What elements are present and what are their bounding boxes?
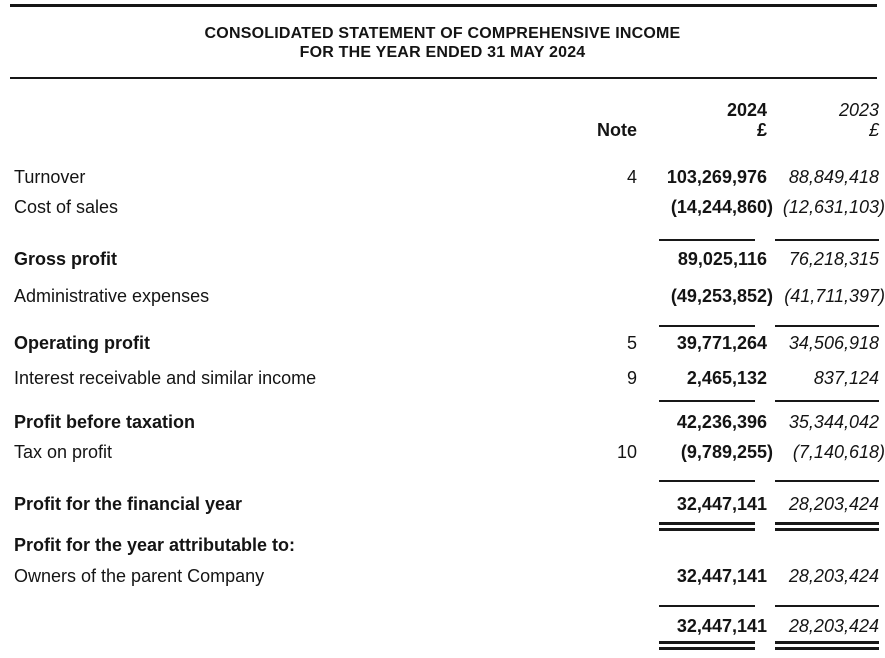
row-value-current: 39,771,264: [676, 333, 767, 353]
row-value-current: 103,269,976: [666, 167, 767, 187]
double-rule-prior: [775, 522, 879, 531]
row-value-prior: (7,140,618): [792, 442, 885, 462]
statement-row: Profit before taxation 42,236,396 35,344…: [0, 411, 885, 433]
statement-row: Owners of the parent Company 32,447,141 …: [0, 565, 885, 587]
row-note: 10: [616, 442, 637, 462]
row-value-prior: 35,344,042: [788, 412, 879, 432]
row-value-prior: 837,124: [813, 368, 879, 388]
row-label: Cost of sales: [14, 197, 119, 217]
row-value-prior: (41,711,397): [784, 286, 885, 306]
row-label: Owners of the parent Company: [14, 566, 265, 586]
column-headers: 2024 2023 Note £ £: [0, 100, 885, 140]
rule-line-prior: [775, 239, 879, 241]
total-rule-row: [0, 400, 885, 402]
row-note: 9: [626, 368, 637, 388]
double-rule-prior: [775, 641, 879, 650]
col-header-note: Note: [597, 120, 637, 140]
row-label: Profit for the financial year: [14, 494, 243, 514]
row-label: Profit for the year attributable to:: [14, 535, 296, 555]
currency-header-row: Note £ £: [0, 120, 885, 140]
rule-line-current: [659, 325, 755, 327]
row-value-current: (14,244,860): [670, 197, 773, 217]
col-header-currency-current: £: [756, 120, 767, 140]
col-header-year-prior: 2023: [838, 100, 879, 120]
row-note: 4: [626, 167, 637, 187]
row-value-prior: 88,849,418: [788, 167, 879, 187]
double-rule-current: [659, 641, 755, 650]
row-value-current: (49,253,852): [670, 286, 773, 306]
col-header-currency-prior: £: [868, 120, 879, 140]
year-header-row: 2024 2023: [0, 100, 885, 120]
statement-row: Interest receivable and similar income 9…: [0, 367, 885, 389]
row-note: 5: [626, 333, 637, 353]
statement-row: Profit for the financial year 32,447,141…: [0, 493, 885, 515]
title-line-2: FOR THE YEAR ENDED 31 MAY 2024: [299, 44, 586, 61]
rule-line-current: [659, 480, 755, 482]
row-label: Administrative expenses: [14, 286, 210, 306]
row-value-current: 2,465,132: [686, 368, 767, 388]
rule-line-prior: [775, 325, 879, 327]
statement-title: CONSOLIDATED STATEMENT OF COMPREHENSIVE …: [0, 24, 885, 62]
row-value-prior: 28,203,424: [788, 566, 879, 586]
double-rule-current: [659, 522, 755, 531]
total-rule-row: [0, 325, 885, 327]
row-label: Gross profit: [14, 249, 118, 269]
row-value-current: 42,236,396: [676, 412, 767, 432]
rule-line-prior: [775, 480, 879, 482]
col-header-year-current: 2024: [726, 100, 767, 120]
top-rule: [10, 4, 877, 7]
row-value-current: 32,447,141: [676, 494, 767, 514]
total-rule-row: [0, 605, 885, 607]
row-value-current: 32,447,141: [676, 566, 767, 586]
row-label: Turnover: [14, 167, 86, 187]
statement-rows: Turnover 4 103,269,976 88,849,418 Cost o…: [0, 166, 885, 650]
row-label: Tax on profit: [14, 442, 113, 462]
statement-row: Profit for the year attributable to:: [0, 534, 885, 556]
row-value-current: (9,789,255): [680, 442, 773, 462]
statement-row: Turnover 4 103,269,976 88,849,418: [0, 166, 885, 188]
double-rule-row: [0, 641, 885, 650]
total-rule-row: [0, 480, 885, 482]
statement-row: 32,447,141 28,203,424: [0, 615, 885, 637]
rule-line-prior: [775, 400, 879, 402]
total-rule-row: [0, 239, 885, 241]
row-value-current: 32,447,141: [676, 616, 767, 636]
statement-row: Gross profit 89,025,116 76,218,315: [0, 248, 885, 270]
rule-line-current: [659, 605, 755, 607]
row-value-prior: 28,203,424: [788, 616, 879, 636]
row-value-prior: 28,203,424: [788, 494, 879, 514]
row-value-prior: 34,506,918: [788, 333, 879, 353]
statement-row: Tax on profit 10 (9,789,255) (7,140,618): [0, 441, 885, 463]
statement-row: Administrative expenses (49,253,852) (41…: [0, 285, 885, 307]
row-value-current: 89,025,116: [677, 249, 767, 269]
rule-line-prior: [775, 605, 879, 607]
row-label: Interest receivable and similar income: [14, 368, 317, 388]
row-label: Profit before taxation: [14, 412, 196, 432]
rule-line-current: [659, 400, 755, 402]
statement-row: Cost of sales (14,244,860) (12,631,103): [0, 196, 885, 218]
header-rule: [10, 77, 877, 79]
rule-line-current: [659, 239, 755, 241]
statement-row: Operating profit 5 39,771,264 34,506,918: [0, 332, 885, 354]
double-rule-row: [0, 522, 885, 531]
row-value-prior: 76,218,315: [788, 249, 879, 269]
title-line-1: CONSOLIDATED STATEMENT OF COMPREHENSIVE …: [204, 25, 681, 42]
row-value-prior: (12,631,103): [782, 197, 885, 217]
row-label: Operating profit: [14, 333, 150, 353]
